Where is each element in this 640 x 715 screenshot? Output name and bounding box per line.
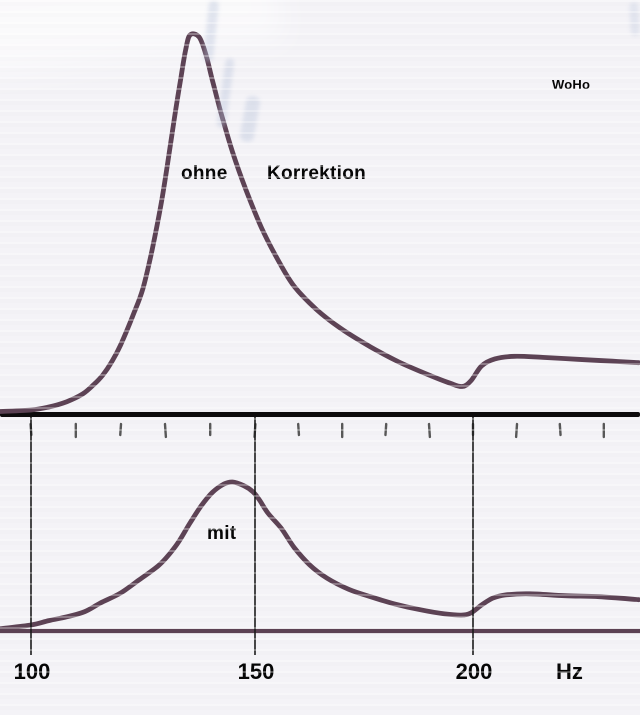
label-korrektion: Korrektion (267, 163, 367, 184)
minor-tick-120hz (119, 422, 123, 437)
curve-bottom (0, 479, 640, 632)
minor-tick-130hz (163, 422, 168, 439)
curve-top (0, 31, 640, 414)
minor-tick-160hz (296, 422, 301, 437)
upper-panel-axis-line (0, 412, 640, 417)
watermark-woho: WoHo (552, 77, 591, 92)
minor-tick-210hz (514, 422, 519, 439)
label-ohne: ohne (181, 163, 228, 184)
x-tick-label-150: 150 (237, 659, 275, 684)
label-mit: mit (207, 523, 237, 544)
minor-tick-220hz (558, 422, 562, 437)
x-tick-label-200: 200 (455, 659, 493, 684)
minor-tick-190hz (427, 422, 432, 439)
x-tick-label-100: 100 (13, 659, 51, 684)
minor-tick-180hz (384, 422, 388, 437)
x-axis-unit-label: Hz (556, 659, 583, 684)
